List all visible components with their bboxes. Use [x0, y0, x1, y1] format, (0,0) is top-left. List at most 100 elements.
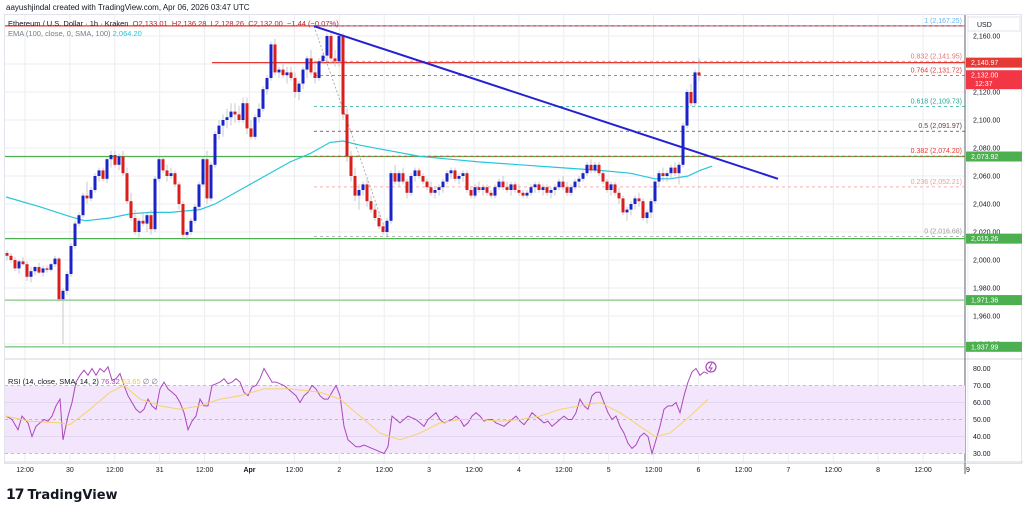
candlestick-series[interactable]	[5, 33, 701, 344]
ema-legend[interactable]: EMA (100, close, 0, SMA, 100) 2,064.20	[8, 29, 142, 38]
candle-down[interactable]	[345, 114, 349, 157]
candle-down[interactable]	[489, 192, 493, 196]
candle-down[interactable]	[13, 260, 17, 269]
candle-up[interactable]	[137, 220, 141, 232]
candle-down[interactable]	[545, 187, 549, 193]
candle-up[interactable]	[257, 108, 261, 118]
candle-up[interactable]	[185, 232, 189, 235]
candle-up[interactable]	[97, 170, 101, 176]
candle-up[interactable]	[33, 267, 37, 272]
currency-selector[interactable]	[967, 16, 1021, 32]
candle-up[interactable]	[157, 159, 161, 179]
alert-lightning-icon[interactable]	[705, 361, 717, 373]
candle-down[interactable]	[205, 159, 209, 199]
candle-down[interactable]	[45, 268, 49, 270]
candle-down[interactable]	[589, 164, 593, 171]
candle-up[interactable]	[685, 92, 689, 126]
candle-up[interactable]	[509, 184, 513, 190]
candle-down[interactable]	[133, 218, 137, 232]
candle-up[interactable]	[217, 125, 221, 134]
candle-up[interactable]	[209, 164, 213, 199]
candle-down[interactable]	[561, 181, 565, 188]
candle-down[interactable]	[249, 128, 253, 137]
candle-up[interactable]	[225, 117, 229, 120]
rsi-line[interactable]	[5, 365, 709, 456]
candle-down[interactable]	[237, 114, 241, 120]
candle-up[interactable]	[629, 204, 633, 210]
candle-down[interactable]	[641, 201, 645, 218]
candle-down[interactable]	[429, 187, 433, 193]
candle-down[interactable]	[329, 36, 333, 59]
candle-down[interactable]	[5, 253, 9, 256]
candle-down[interactable]	[601, 173, 605, 182]
candle-up[interactable]	[473, 187, 477, 196]
candle-down[interactable]	[161, 159, 165, 171]
candle-down[interactable]	[621, 198, 625, 213]
candle-up[interactable]	[169, 173, 173, 176]
candle-up[interactable]	[221, 120, 225, 126]
candle-down[interactable]	[289, 72, 293, 78]
candle-up[interactable]	[61, 290, 65, 300]
candle-up[interactable]	[649, 201, 653, 213]
ema-label[interactable]: EMA (100, close, 0, SMA, 100)	[8, 29, 111, 38]
candle-up[interactable]	[693, 72, 697, 104]
candle-up[interactable]	[265, 78, 269, 90]
candle-down[interactable]	[613, 184, 617, 193]
candle-up[interactable]	[541, 187, 545, 190]
rsi-pane[interactable]: 30.00 40.00 50.00 60.00 70.00 80.00	[5, 361, 991, 458]
candle-up[interactable]	[681, 125, 685, 165]
candle-up[interactable]	[669, 167, 673, 174]
price-level-tag[interactable]	[966, 295, 1022, 306]
candle-down[interactable]	[505, 187, 509, 190]
candle-up[interactable]	[297, 83, 301, 92]
price-level-tag[interactable]	[966, 341, 1022, 352]
symbol-name[interactable]: Ethereum / U.S. Dollar · 1h · Kraken	[8, 19, 129, 28]
rsi-ma-line[interactable]	[5, 384, 709, 441]
candle-up[interactable]	[397, 173, 401, 182]
symbol-legend[interactable]: Ethereum / U.S. Dollar · 1h · Kraken O2,…	[8, 19, 339, 28]
candle-up[interactable]	[305, 58, 309, 70]
candle-up[interactable]	[389, 173, 393, 221]
candle-down[interactable]	[341, 36, 345, 115]
candle-down[interactable]	[393, 173, 397, 182]
candle-down[interactable]	[453, 170, 457, 179]
candle-up[interactable]	[569, 187, 573, 193]
candle-up[interactable]	[105, 159, 109, 179]
candle-down[interactable]	[485, 187, 489, 193]
candle-down[interactable]	[517, 190, 521, 193]
candle-down[interactable]	[313, 72, 317, 78]
candle-up[interactable]	[573, 181, 577, 188]
rsi-legend[interactable]: RSI (14, close, SMA, 14, 2) 76.32 63.65 …	[8, 377, 158, 386]
candle-down[interactable]	[121, 156, 125, 174]
candle-down[interactable]	[349, 156, 353, 176]
candle-up[interactable]	[481, 187, 485, 190]
candle-up[interactable]	[197, 184, 201, 207]
candle-up[interactable]	[533, 184, 537, 188]
candle-up[interactable]	[457, 176, 461, 179]
candle-up[interactable]	[361, 184, 365, 190]
candle-down[interactable]	[605, 181, 609, 190]
candle-up[interactable]	[81, 195, 85, 216]
candle-up[interactable]	[73, 223, 77, 246]
candle-up[interactable]	[117, 156, 121, 165]
trendline[interactable]	[313, 25, 779, 180]
candle-up[interactable]	[529, 187, 533, 193]
candle-up[interactable]	[29, 271, 33, 277]
candle-down[interactable]	[177, 184, 181, 204]
candle-up[interactable]	[409, 176, 413, 193]
candle-up[interactable]	[65, 274, 69, 291]
candle-down[interactable]	[309, 58, 313, 73]
candle-up[interactable]	[653, 181, 657, 202]
candle-down[interactable]	[293, 78, 297, 92]
candle-up[interactable]	[301, 69, 305, 84]
price-level-tag[interactable]	[966, 233, 1022, 244]
candle-up[interactable]	[145, 215, 149, 224]
candle-down[interactable]	[165, 170, 169, 176]
candle-up[interactable]	[325, 36, 329, 56]
tradingview-logo[interactable]: 17 TradingView	[6, 487, 118, 503]
candle-down[interactable]	[37, 267, 41, 273]
candle-up[interactable]	[357, 190, 361, 196]
candle-up[interactable]	[633, 198, 637, 204]
candle-down[interactable]	[57, 258, 61, 300]
candle-up[interactable]	[577, 178, 581, 182]
